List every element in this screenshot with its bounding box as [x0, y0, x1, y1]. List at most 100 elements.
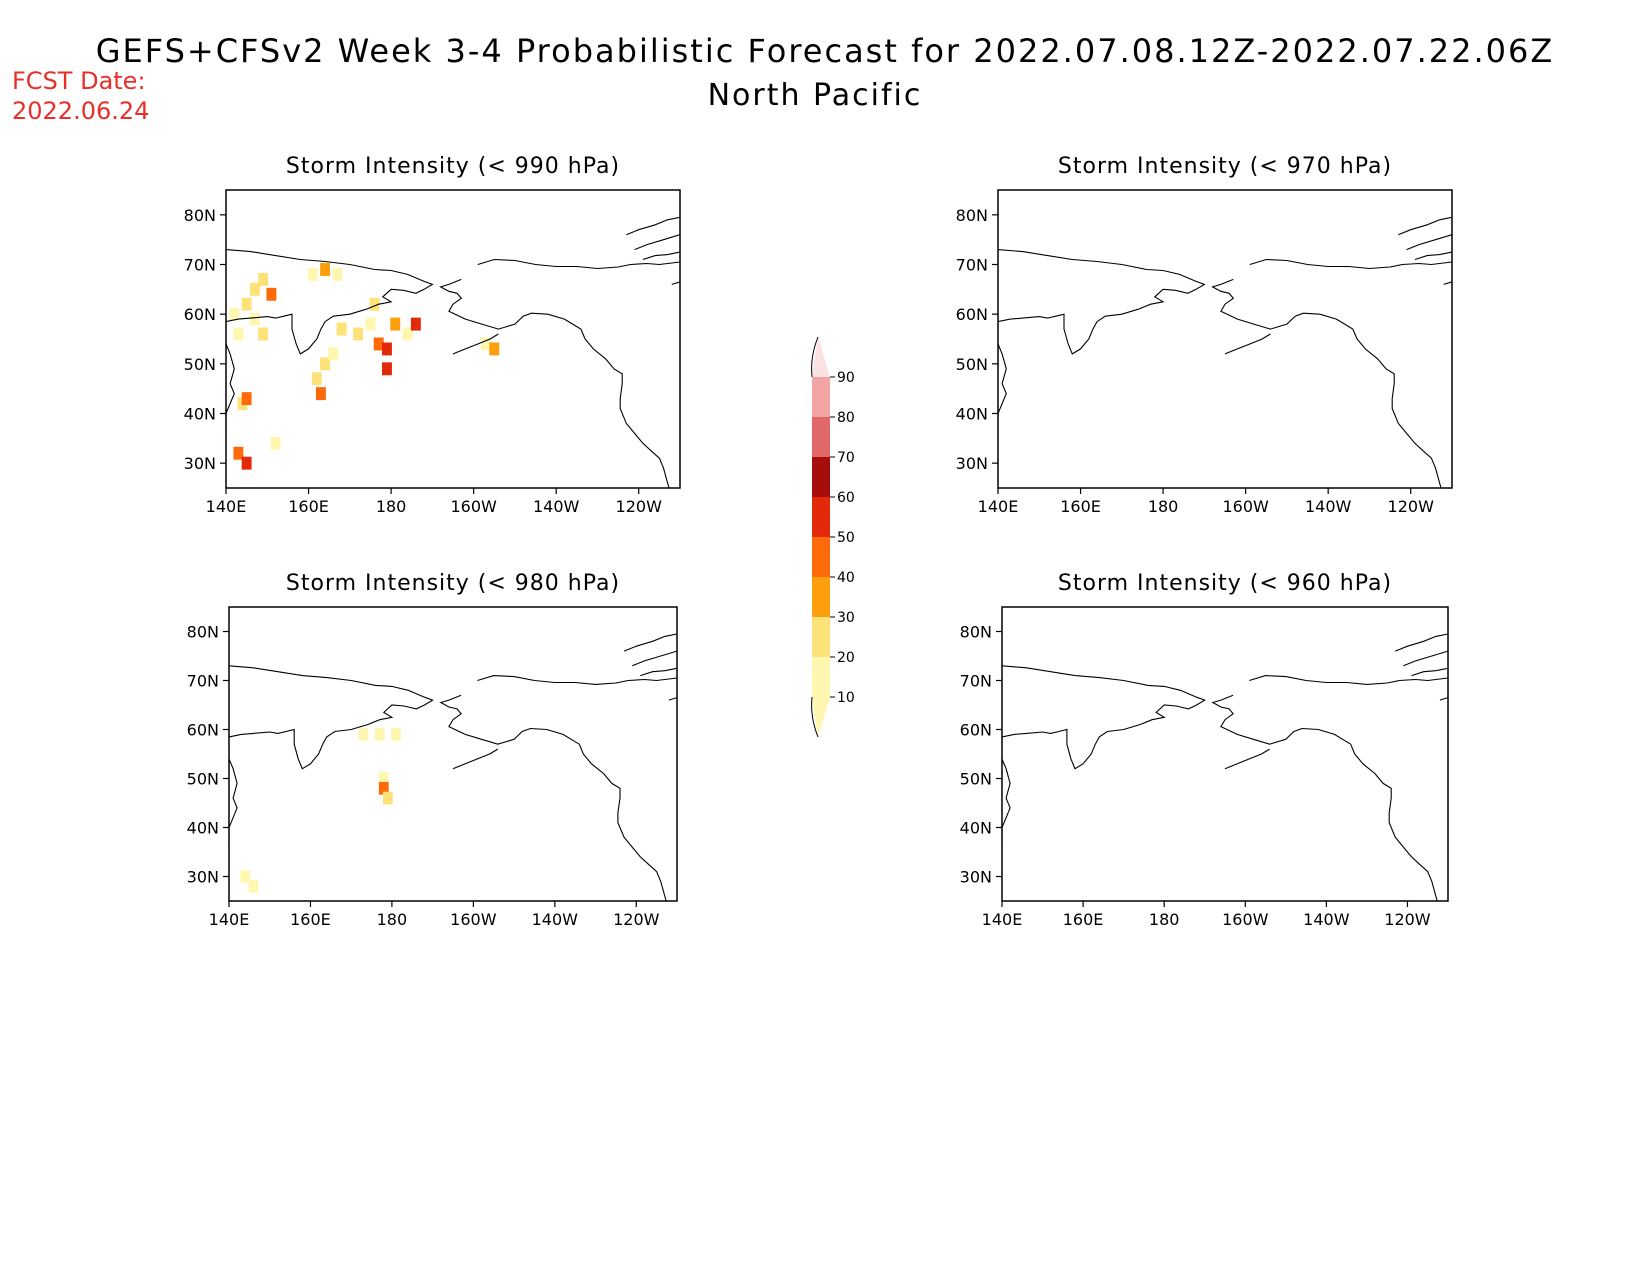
probability-cell: [353, 327, 364, 341]
panel-title: Storm Intensity (< 970 hPa): [1058, 154, 1392, 179]
lon-tick-label: 140E: [978, 497, 1019, 516]
probability-cell: [241, 392, 252, 406]
lat-tick-label: 50N: [184, 355, 216, 374]
lon-tick-label: 180: [1149, 910, 1180, 929]
lon-tick-label: 140W: [1303, 910, 1350, 929]
probability-cell: [241, 297, 252, 311]
figure-subtitle: North Pacific: [708, 78, 923, 113]
forecast-date-block: FCST Date: 2022.06.24: [12, 66, 149, 126]
probability-cell: [328, 347, 339, 361]
panel-title: Storm Intensity (< 980 hPa): [286, 571, 620, 596]
map-frame: [228, 606, 678, 902]
colorbar-label: 30: [837, 610, 855, 626]
probability-cell: [391, 728, 401, 741]
probability-cell: [233, 327, 244, 341]
coastline: [1211, 278, 1442, 488]
probability-cell: [378, 772, 389, 785]
colorbar-swatch: [812, 417, 830, 457]
coastline: [477, 675, 677, 685]
lon-tick-label: 160W: [450, 910, 497, 929]
lat-tick-label: 30N: [956, 454, 988, 473]
lat-tick-label: 70N: [956, 256, 988, 275]
lat-tick-label: 30N: [184, 454, 216, 473]
lon-tick-label: 140W: [1305, 497, 1352, 516]
colorbar: 10 20 30 40 50 60 70 80 90: [811, 336, 855, 738]
lon-tick-label: 120W: [613, 910, 660, 929]
probability-cell: [258, 327, 269, 341]
lat-tick-label: 60N: [956, 305, 988, 324]
map-panel-3: Storm Intensity (< 980 hPa) 80N 70N 60N 50N 4…: [187, 571, 678, 929]
probability-cell: [378, 781, 389, 795]
lat-tick-label: 30N: [187, 868, 219, 887]
colorbar-tail-low: [812, 697, 830, 737]
probability-cell: [266, 287, 277, 301]
probability-cell: [240, 870, 251, 883]
colorbar-label: 10: [837, 690, 855, 706]
colorbar-swatch: [812, 577, 830, 617]
colorbar-label: 40: [837, 570, 855, 586]
probability-cell: [390, 317, 401, 331]
coastline: [1249, 258, 1452, 270]
colorbar-label: 80: [837, 410, 855, 426]
coastline: [634, 234, 680, 251]
probability-cell: [382, 791, 393, 805]
colorbar-swatch: [812, 377, 830, 417]
colorbar-swatch: [812, 617, 830, 657]
coastline: [229, 758, 238, 848]
lon-tick-label: 180: [376, 497, 407, 516]
colorbar-label: 20: [837, 650, 855, 666]
lat-tick-label: 40N: [960, 819, 992, 838]
map-panel-1: Storm Intensity (< 990 hPa) 80N 70N 60N 50N 4…: [184, 154, 681, 516]
coastline: [1398, 216, 1452, 236]
probability-cell: [481, 337, 491, 351]
coastline: [1443, 281, 1452, 285]
probability-cell: [315, 387, 326, 401]
lon-tick-label: 120W: [1388, 497, 1435, 516]
lat-tick-label: 70N: [187, 672, 219, 691]
lat-tick-label: 70N: [184, 256, 216, 275]
probability-cell: [410, 317, 421, 331]
colorbar-swatch: [812, 537, 830, 577]
coastline: [452, 748, 499, 770]
lat-tick-label: 80N: [184, 206, 216, 225]
coastline: [1224, 748, 1270, 770]
colorbar-swatch: [812, 497, 830, 537]
lon-tick-label: 140E: [206, 497, 247, 516]
coastline: [1395, 633, 1448, 652]
lat-tick-label: 70N: [960, 672, 992, 691]
lon-tick-label: 160W: [1222, 910, 1269, 929]
coastline: [1249, 675, 1448, 685]
lon-tick-label: 160E: [1063, 910, 1104, 929]
fcst-date-value: 2022.06.24: [12, 97, 150, 125]
probability-cell: [382, 342, 392, 356]
map-frame: [225, 189, 681, 489]
lon-tick-label: 140W: [532, 910, 579, 929]
coastline: [640, 667, 677, 677]
coastline: [642, 251, 680, 261]
lat-tick-label: 80N: [187, 623, 219, 642]
probability-cell: [233, 446, 244, 460]
coastline: [626, 216, 680, 236]
probability-cell: [311, 372, 322, 386]
lon-tick-label: 140W: [533, 497, 580, 516]
lon-tick-label: 160W: [450, 497, 497, 516]
colorbar-label: 50: [837, 530, 855, 546]
coastline: [452, 333, 499, 355]
probability-cell: [336, 322, 347, 336]
coastline: [226, 343, 235, 434]
lat-tick-label: 80N: [960, 623, 992, 642]
panel-title: Storm Intensity (< 960 hPa): [1058, 571, 1392, 596]
probability-cell: [489, 342, 500, 356]
lat-tick-label: 80N: [956, 206, 988, 225]
panel-title: Storm Intensity (< 990 hPa): [286, 154, 620, 179]
lat-tick-label: 30N: [960, 868, 992, 887]
probability-cell: [307, 267, 318, 281]
coastline: [477, 258, 680, 270]
lat-tick-label: 40N: [187, 819, 219, 838]
probability-cell: [258, 272, 269, 286]
lon-tick-label: 180: [377, 910, 408, 929]
lat-tick-label: 40N: [956, 405, 988, 424]
probability-cell: [365, 317, 376, 331]
lon-tick-label: 140E: [209, 910, 250, 929]
